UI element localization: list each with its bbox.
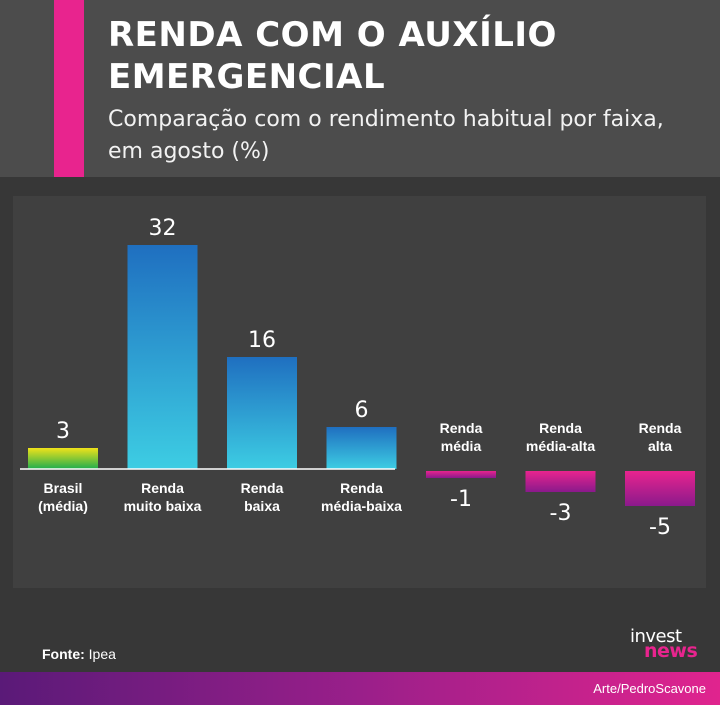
bar-2: [127, 245, 198, 469]
bar-3: [227, 357, 297, 469]
header-band: [0, 0, 720, 177]
value-label-6: -3: [550, 501, 572, 526]
source-label: Fonte:: [42, 646, 85, 662]
category-label-6-line-2: média-alta: [526, 438, 595, 454]
category-label-3-line-1: Renda: [241, 480, 284, 496]
category-label-2-line-2: muito baixa: [124, 498, 202, 514]
logo-text-bottom: news: [644, 640, 698, 662]
bar-chart: 3 Brasil (média) 32 Renda muito baixa 16 Renda b…: [20, 216, 695, 540]
art-credit: Arte/PedroScavone: [593, 681, 706, 696]
chart-title: RENDA COM O AUXÍLIO EMERGENCIAL: [108, 15, 557, 97]
category-label-7-line-2: alta: [648, 438, 672, 454]
accent-bar: [54, 0, 84, 177]
category-label-5-line-2: média: [441, 438, 482, 454]
logo-text-top: invest: [630, 626, 682, 647]
footer-band: Arte/PedroScavone: [0, 672, 720, 705]
category-label-6-line-1: Renda: [539, 420, 582, 436]
category-label-4-line-2: média-baixa: [321, 498, 402, 514]
bar-7: [625, 471, 695, 506]
value-label-2: 32: [149, 216, 177, 241]
category-label-1-line-2: (média): [38, 498, 88, 514]
bar-5: [426, 471, 496, 478]
source-value: Ipea: [88, 646, 116, 662]
category-label-5-line-1: Renda: [440, 420, 483, 436]
value-label-4: 6: [355, 398, 369, 423]
category-label-7-line-1: Renda: [639, 420, 682, 436]
value-label-5: -1: [450, 487, 472, 512]
value-label-7: -5: [649, 515, 671, 540]
bar-6: [525, 471, 596, 492]
category-label-2-line-1: Renda: [141, 480, 184, 496]
category-label-1-line-1: Brasil: [44, 480, 83, 496]
investnews-logo: invest news: [628, 626, 708, 666]
source-note: Fonte: Ipea: [42, 646, 116, 662]
bar-1: [28, 448, 98, 469]
value-label-3: 16: [248, 328, 276, 353]
bar-4: [326, 427, 397, 469]
value-label-1: 3: [56, 419, 70, 444]
chart-subtitle: Comparação com o rendimento habitual por…: [108, 107, 664, 164]
category-label-4-line-1: Renda: [340, 480, 383, 496]
category-label-3-line-2: baixa: [244, 498, 280, 514]
